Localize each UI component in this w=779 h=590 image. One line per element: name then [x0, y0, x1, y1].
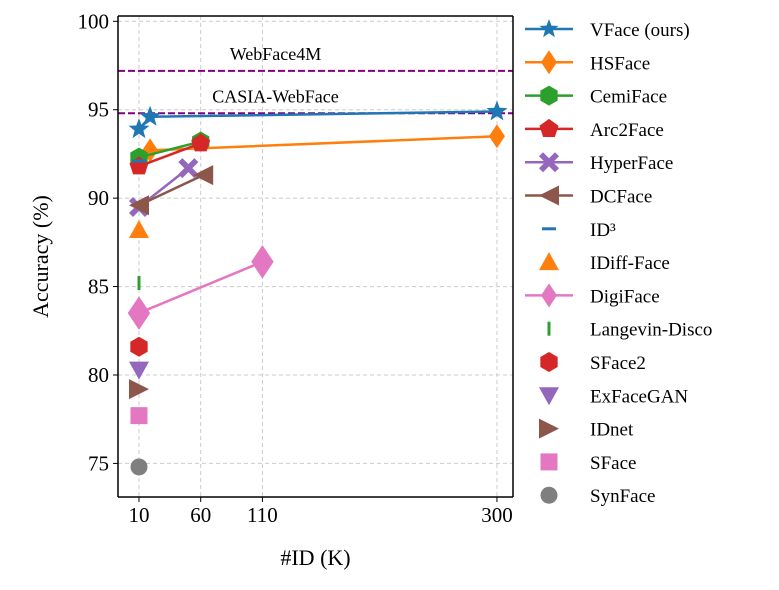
data-point — [128, 118, 150, 139]
legend-marker — [539, 152, 559, 173]
series-exfacegan — [128, 361, 149, 380]
y-tick-label: 90 — [88, 186, 109, 210]
legend-item: SFace — [540, 453, 636, 474]
series-dcface — [128, 165, 214, 216]
x-tick-label: 60 — [190, 503, 211, 527]
data-point — [488, 124, 505, 149]
legend-marker — [540, 453, 558, 471]
legend-item: DigiFace — [525, 283, 660, 308]
series-synface — [130, 458, 148, 476]
data-point — [139, 105, 161, 126]
legend-label: SynFace — [590, 486, 655, 507]
legend-label: IDnet — [590, 420, 634, 441]
legend-marker — [540, 486, 558, 504]
data-point — [128, 195, 149, 216]
x-tick-label: 300 — [481, 503, 513, 527]
legend-marker — [540, 352, 558, 372]
legend-marker — [540, 85, 558, 106]
legend-marker — [539, 252, 559, 271]
legend-label: DCFace — [590, 187, 652, 208]
legend-marker — [539, 19, 559, 38]
legend-label: Langevin-Disco — [590, 320, 712, 341]
series-line — [138, 142, 202, 168]
legend-label: HSFace — [590, 53, 650, 74]
legend-label: VFace (ours) — [590, 20, 690, 41]
legend-marker — [539, 418, 559, 439]
legend-label: HyperFace — [590, 153, 673, 174]
legend-label: CemiFace — [590, 87, 667, 108]
data-point — [191, 133, 211, 152]
series-digiface — [127, 245, 274, 330]
x-tick-label: 10 — [128, 503, 149, 527]
data-point — [130, 336, 148, 357]
y-tick-label: 75 — [88, 451, 109, 475]
legend-item: HSFace — [525, 50, 650, 75]
x-tick-label: 110 — [247, 503, 278, 527]
data-point — [128, 219, 149, 238]
legend-label: DigiFace — [590, 286, 660, 307]
legend-marker — [539, 185, 559, 206]
y-tick-label: 80 — [88, 363, 109, 387]
data-point — [130, 407, 148, 425]
data-point — [193, 165, 214, 186]
series-line — [138, 140, 202, 159]
legend-item: ID³ — [542, 220, 616, 241]
series-line — [138, 260, 263, 315]
legend-item: CemiFace — [525, 85, 667, 108]
series-idnet — [128, 379, 149, 400]
data-point — [128, 379, 149, 400]
legend-label: SFace2 — [590, 353, 646, 374]
series-sface2 — [130, 336, 148, 357]
y-tick-label: 85 — [88, 275, 109, 299]
series-idiff-face — [128, 219, 149, 238]
data-point — [128, 361, 149, 380]
legend-item: Langevin-Disco — [547, 320, 712, 341]
legend-item: SFace2 — [540, 352, 646, 374]
legend-item: Arc2Face — [525, 118, 664, 141]
legend-item: SynFace — [540, 486, 655, 507]
y-tick-label: 95 — [88, 98, 109, 122]
legend-marker — [541, 50, 557, 75]
legend-item: HyperFace — [525, 152, 673, 174]
legend-item: DCFace — [525, 185, 652, 208]
legend-label: Arc2Face — [590, 120, 664, 141]
legend-label: IDiff-Face — [590, 253, 670, 274]
legend-item: IDnet — [539, 418, 634, 441]
data-point — [486, 100, 508, 121]
data-point — [127, 296, 151, 330]
y-axis-label: Accuracy (%) — [28, 195, 53, 318]
legend-item: ExFaceGAN — [539, 386, 688, 407]
y-tick-label: 100 — [78, 9, 110, 33]
series-vface-ours- — [128, 100, 508, 139]
series-sface — [130, 407, 148, 425]
series-line — [138, 174, 204, 207]
legend-marker — [539, 387, 559, 406]
legend-label: ID³ — [590, 220, 616, 241]
reference-label: CASIA-WebFace — [212, 86, 339, 106]
legend-item: VFace (ours) — [525, 19, 690, 41]
legend-label: SFace — [590, 453, 636, 474]
x-axis-label: #ID (K) — [280, 545, 350, 570]
data-point — [178, 158, 199, 179]
data-point — [130, 458, 148, 476]
reference-label: WebFace4M — [230, 44, 322, 64]
legend-marker — [541, 283, 557, 308]
legend-label: ExFaceGAN — [590, 386, 688, 407]
legend-marker — [539, 118, 559, 137]
data-point — [251, 245, 274, 279]
legend-item: IDiff-Face — [539, 252, 670, 274]
